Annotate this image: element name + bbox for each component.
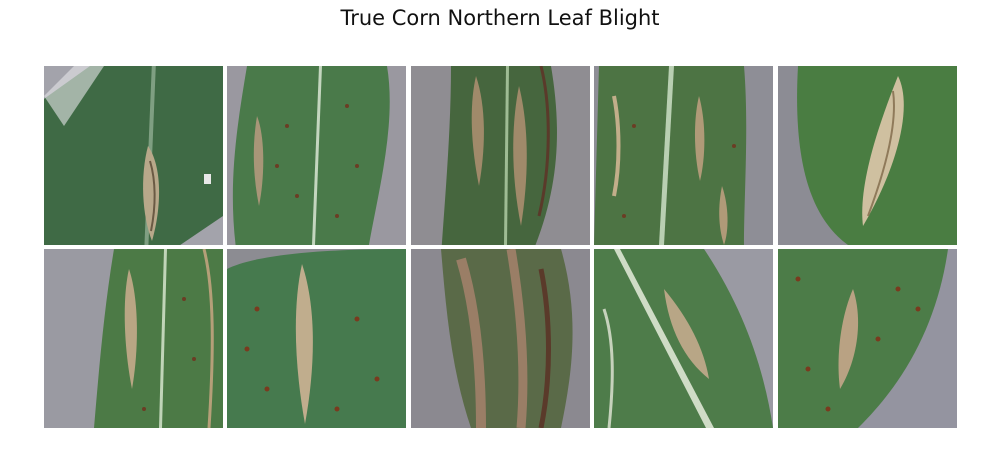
leaf-photo-2 (227, 66, 406, 245)
leaf-image-7 (227, 249, 406, 428)
leaf-photo-7 (227, 249, 406, 428)
leaf-image-1 (44, 66, 223, 245)
leaf-photo-9 (594, 249, 773, 428)
leaf-photo-10 (778, 249, 957, 428)
leaf-image-10 (778, 249, 957, 428)
leaf-photo-1 (44, 66, 223, 245)
leaf-photo-3 (411, 66, 590, 245)
figure-title: True Corn Northern Leaf Blight (340, 6, 660, 30)
image-grid (44, 66, 957, 428)
leaf-photo-5 (778, 66, 957, 245)
leaf-image-4 (594, 66, 773, 245)
leaf-image-2 (227, 66, 406, 245)
leaf-photo-8 (411, 249, 590, 428)
leaf-photo-4 (594, 66, 773, 245)
leaf-image-6 (44, 249, 223, 428)
leaf-image-9 (594, 249, 773, 428)
leaf-photo-6 (44, 249, 223, 428)
leaf-image-3 (411, 66, 590, 245)
leaf-image-5 (778, 66, 957, 245)
leaf-image-8 (411, 249, 590, 428)
